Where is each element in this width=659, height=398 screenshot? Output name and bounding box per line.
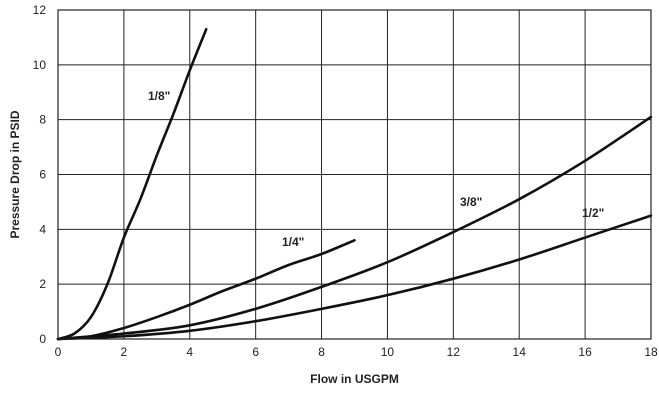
x-tick-label: 8 bbox=[318, 345, 325, 359]
series-label: 1/8" bbox=[148, 89, 170, 103]
series-line bbox=[56, 239, 356, 341]
y-axis-ticks: 0 2 4 6 8 10 12 bbox=[33, 3, 47, 346]
x-tick-label: 4 bbox=[186, 345, 193, 359]
y-tick-label: 8 bbox=[39, 113, 46, 127]
x-tick-label: 14 bbox=[513, 345, 527, 359]
series-line bbox=[56, 27, 208, 341]
y-axis-title: Pressure Drop in PSID bbox=[8, 110, 22, 238]
series-curves bbox=[56, 27, 653, 341]
y-tick-label: 2 bbox=[39, 277, 46, 291]
x-tick-label: 18 bbox=[644, 345, 658, 359]
y-tick-label: 10 bbox=[33, 58, 47, 72]
y-tick-label: 12 bbox=[33, 3, 47, 17]
x-tick-label: 12 bbox=[447, 345, 461, 359]
y-tick-label: 6 bbox=[39, 168, 46, 182]
plot-frame bbox=[57, 9, 652, 340]
x-tick-label: 2 bbox=[121, 345, 128, 359]
x-axis-ticks: 0 2 4 6 8 10 12 14 16 18 bbox=[55, 345, 658, 359]
series-label: 1/4" bbox=[282, 235, 304, 249]
x-tick-label: 10 bbox=[381, 345, 395, 359]
series-label: 3/8" bbox=[460, 195, 482, 209]
x-tick-label: 16 bbox=[578, 345, 592, 359]
y-tick-label: 0 bbox=[39, 332, 46, 346]
y-tick-label: 4 bbox=[39, 222, 46, 236]
x-tick-label: 6 bbox=[252, 345, 259, 359]
x-tick-label: 0 bbox=[55, 345, 62, 359]
series-label: 1/2" bbox=[582, 206, 604, 220]
series-line bbox=[56, 214, 653, 341]
x-axis-title: Flow in USGPM bbox=[310, 372, 399, 386]
series-labels: 1/8" 1/4" 3/8" 1/2" bbox=[148, 89, 604, 249]
series-line bbox=[56, 115, 653, 341]
